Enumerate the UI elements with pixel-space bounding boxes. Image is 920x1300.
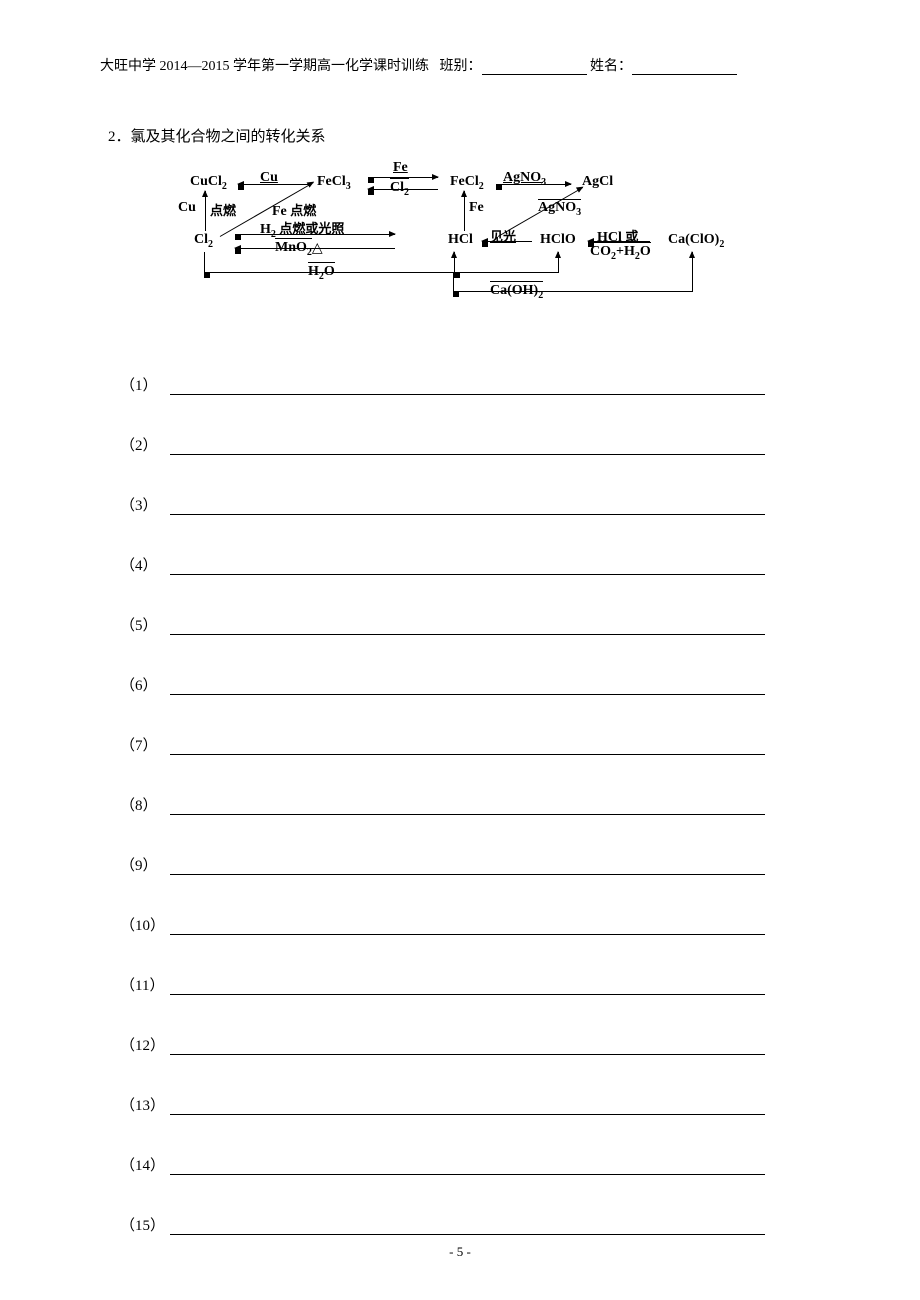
answer-blank[interactable] — [170, 813, 765, 815]
answer-row: （7） — [120, 734, 820, 755]
lbl-co2h2o: CO2+H2O — [590, 242, 651, 262]
worksheet-page: 大旺中学 2014—2015 学年第一学期高一化学课时训练 班别： 姓名： 2．… — [0, 0, 920, 1300]
answer-blank[interactable] — [170, 1113, 765, 1115]
answer-num: （12） — [120, 1034, 170, 1055]
lbl-fe-top: Fe — [393, 160, 408, 176]
lbl-cu-left: Cu — [178, 200, 196, 216]
answer-row: （13） — [120, 1094, 820, 1115]
answer-blank[interactable] — [170, 693, 765, 695]
school-text: 大旺中学 2014—2015 学年第一学期高一化学课时训练 — [100, 59, 429, 74]
answer-num: （5） — [120, 614, 170, 635]
answer-blank[interactable] — [170, 393, 765, 395]
section-number: 2． — [108, 129, 131, 145]
line — [204, 252, 205, 272]
answer-num: （9） — [120, 854, 170, 875]
lbl-cu: Cu — [260, 170, 278, 186]
node-caclo2: Ca(ClO)2 — [668, 232, 724, 250]
lbl-fe-dianran: Fe 点燃 — [272, 200, 316, 220]
answer-num: （11） — [120, 974, 170, 995]
answer-row: （12） — [120, 1034, 820, 1055]
answer-num: （2） — [120, 434, 170, 455]
line — [453, 291, 693, 292]
answer-blank[interactable] — [170, 573, 765, 575]
answer-blank[interactable] — [170, 513, 765, 515]
lbl-jianguang: 见光 — [490, 226, 516, 245]
answer-num: （15） — [120, 1214, 170, 1235]
arrow — [558, 252, 559, 272]
answer-num: （13） — [120, 1094, 170, 1115]
node-cl2: Cl2 — [194, 232, 213, 250]
answer-blank[interactable] — [170, 993, 765, 995]
lbl-h2o: H2O — [308, 262, 335, 282]
name-label: 姓名： — [590, 59, 632, 74]
answer-blank[interactable] — [170, 873, 765, 875]
section-text: 氯及其化合物之间的转化关系 — [131, 129, 326, 145]
answer-blank[interactable] — [170, 753, 765, 755]
answer-row: （1） — [120, 374, 820, 395]
answer-row: （11） — [120, 974, 820, 995]
page-number: - 5 - — [0, 1244, 920, 1260]
answer-blank[interactable] — [170, 453, 765, 455]
answer-blank[interactable] — [170, 1233, 765, 1235]
lbl-caoh2: Ca(OH)2 — [490, 281, 543, 301]
answer-row: （10） — [120, 914, 820, 935]
answer-row: （14） — [120, 1154, 820, 1175]
line — [454, 272, 559, 273]
lbl-fe-r: Fe — [469, 200, 484, 216]
answer-num: （4） — [120, 554, 170, 575]
lbl-h2-cond: H2 点燃或光照 — [260, 218, 344, 240]
answer-num: （7） — [120, 734, 170, 755]
line — [453, 272, 454, 291]
answer-num: （6） — [120, 674, 170, 695]
answer-num: （3） — [120, 494, 170, 515]
answers-list: （1） （2） （3） （4） （5） （6） （7） （8） （9） （10）… — [120, 374, 820, 1235]
node-cucl2: CuCl2 — [190, 174, 227, 192]
class-label: 班别： — [440, 59, 482, 74]
section-title: 2．氯及其化合物之间的转化关系 — [108, 125, 820, 146]
answer-row: （9） — [120, 854, 820, 875]
answer-num: （1） — [120, 374, 170, 395]
node-fecl3: FeCl3 — [317, 174, 351, 192]
answer-blank[interactable] — [170, 1173, 765, 1175]
answer-blank[interactable] — [170, 1053, 765, 1055]
answer-num: （14） — [120, 1154, 170, 1175]
arrow — [464, 191, 465, 231]
arrow — [454, 252, 455, 272]
answer-row: （3） — [120, 494, 820, 515]
lbl-mno2: MnO2 △ — [275, 238, 312, 258]
answer-row: （8） — [120, 794, 820, 815]
answer-row: （15） — [120, 1214, 820, 1235]
node-agcl: AgCl — [582, 174, 613, 190]
reaction-diagram: CuCl2 Cu FeCl3 Fe Cl2 FeCl2 AgNO3 AgCl C… — [190, 164, 850, 334]
class-blank[interactable] — [482, 60, 587, 75]
arrow — [205, 191, 206, 231]
answer-row: （6） — [120, 674, 820, 695]
name-blank[interactable] — [632, 60, 737, 75]
page-header: 大旺中学 2014—2015 学年第一学期高一化学课时训练 班别： 姓名： — [100, 55, 820, 75]
answer-num: （8） — [120, 794, 170, 815]
lbl-agno3-r: AgNO3 — [538, 199, 581, 218]
lbl-dianran1: 点燃 — [210, 200, 236, 219]
node-hcl: HCl — [448, 232, 473, 248]
answer-row: （5） — [120, 614, 820, 635]
answer-num: （10） — [120, 914, 170, 935]
answer-row: （2） — [120, 434, 820, 455]
answer-row: （4） — [120, 554, 820, 575]
node-hclo: HClO — [540, 232, 576, 248]
arrow — [692, 252, 693, 292]
answer-blank[interactable] — [170, 633, 765, 635]
lbl-cl2-top: Cl2 — [390, 178, 409, 198]
lbl-agno3-top: AgNO3 — [503, 170, 546, 188]
answer-blank[interactable] — [170, 933, 765, 935]
